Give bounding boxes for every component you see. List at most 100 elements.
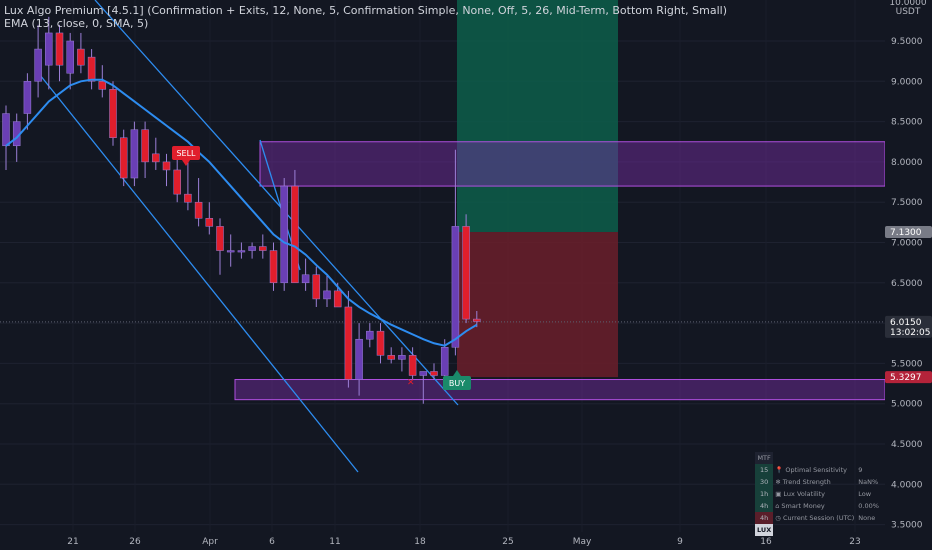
candle-body [248, 246, 256, 251]
candle[interactable] [77, 32, 85, 74]
candle[interactable] [301, 258, 310, 291]
supply-zone [259, 141, 886, 187]
candle[interactable] [205, 202, 214, 235]
candle[interactable] [323, 274, 331, 307]
clock-icon: ◷ [775, 514, 783, 522]
candle[interactable] [34, 24, 42, 98]
candles-layer[interactable] [2, 16, 481, 404]
dashboard-value: 0.00% [858, 502, 879, 510]
time-tick: 9 [677, 537, 683, 547]
candle-body [34, 48, 42, 82]
candle[interactable] [119, 129, 128, 187]
price-tick: 3.5000 [891, 521, 923, 531]
stop-price-label: 5.3297 [890, 373, 922, 383]
candle[interactable] [194, 178, 203, 227]
dashboard-row: 4h ◷ Current Session (UTC) None [755, 512, 881, 524]
candle-body [45, 32, 53, 66]
candle[interactable] [312, 266, 321, 307]
time-tick: 18 [414, 537, 426, 547]
candle[interactable] [451, 149, 460, 356]
dashboard-value: None [858, 514, 876, 522]
target-price-label: 7.1300 [890, 228, 922, 238]
candle[interactable] [419, 371, 428, 404]
candle[interactable] [398, 347, 406, 372]
candle-body [440, 347, 449, 376]
candle[interactable] [226, 234, 235, 267]
candle[interactable] [355, 323, 363, 396]
sell-label: SELL [176, 149, 196, 158]
price-tick: 7.5000 [891, 198, 923, 208]
candle[interactable] [269, 242, 278, 291]
ema-line [5, 78, 478, 347]
candle-body [398, 355, 406, 360]
pin-icon: 📍 [775, 466, 786, 474]
candle[interactable] [291, 169, 299, 284]
candle[interactable] [152, 137, 160, 170]
candle[interactable] [387, 347, 395, 364]
candle-body [312, 274, 321, 300]
dashboard-value: Low [858, 490, 872, 498]
lux-algo-legend[interactable]: Lux Algo Premium [4.5.1] (Confirmation +… [4, 4, 728, 17]
candle[interactable] [173, 153, 181, 203]
indicator-legend: Lux Algo Premium [4.5.1] (Confirmation +… [4, 4, 727, 30]
channel-upper-line [94, 0, 459, 406]
currency-label: USDT [896, 7, 921, 17]
dashboard-timeframe: 4h [755, 500, 774, 512]
candle[interactable] [45, 16, 53, 90]
dashboard-row: 30 ❄ Trend Strength NaN% [755, 476, 881, 488]
candle-body [408, 355, 417, 376]
buy-label: BUY [449, 379, 465, 388]
candle[interactable] [248, 242, 256, 259]
candle-body [355, 338, 363, 380]
channel-lower-line [39, 74, 359, 473]
snowflake-icon: ❄ [775, 478, 783, 486]
candle[interactable] [376, 323, 385, 364]
candle[interactable] [87, 49, 96, 90]
time-tick: 6 [269, 537, 275, 547]
candle-body [23, 81, 32, 114]
time-axis[interactable]: 21 26 Apr 6 11 18 25 May 9 16 23 [0, 532, 932, 550]
candle-body [387, 355, 395, 360]
candle[interactable] [259, 234, 267, 259]
time-tick: 16 [760, 537, 772, 547]
price-tick: 4.0000 [891, 480, 923, 490]
candle-body [66, 40, 74, 74]
candle[interactable] [98, 65, 107, 98]
time-tick: May [573, 537, 592, 547]
candle-body [333, 290, 342, 308]
candle-body [98, 81, 107, 90]
candle[interactable] [462, 214, 470, 324]
candle[interactable] [216, 218, 224, 275]
candle[interactable] [141, 121, 149, 179]
candle[interactable] [162, 153, 171, 187]
candle-body [344, 306, 353, 380]
candle[interactable] [184, 161, 192, 211]
dashboard-timeframe: 30 [755, 476, 774, 488]
candle-body [473, 318, 481, 322]
candle[interactable] [109, 81, 117, 146]
candle[interactable] [430, 363, 438, 380]
candle[interactable] [130, 121, 139, 187]
candle-body [366, 330, 374, 340]
time-tick: Apr [202, 537, 218, 547]
box-icon: ▣ [775, 490, 784, 498]
dashboard-label: ❄ Trend Strength [775, 478, 831, 486]
candle[interactable] [473, 311, 481, 328]
price-tick-top: 10.0000 [889, 0, 926, 8]
price-tick: 5.5000 [891, 359, 923, 369]
price-axis[interactable]: 10.0000 USDT 9.5000 9.0000 8.5000 8.0000 7.5… [885, 0, 932, 532]
candle[interactable] [23, 73, 32, 130]
candle[interactable] [55, 24, 64, 82]
candle[interactable] [366, 323, 374, 348]
candle[interactable] [66, 32, 74, 90]
candle[interactable] [237, 242, 246, 259]
time-tick: 26 [129, 537, 141, 547]
sell-signal: SELL [172, 146, 200, 166]
ema-legend[interactable]: EMA (13, close, 0, SMA, 5) [4, 17, 149, 30]
price-tick: 5.0000 [891, 400, 923, 410]
price-tick: 6.5000 [891, 279, 923, 289]
candle[interactable] [344, 290, 353, 388]
candle[interactable] [408, 347, 417, 380]
candle[interactable] [280, 178, 288, 291]
